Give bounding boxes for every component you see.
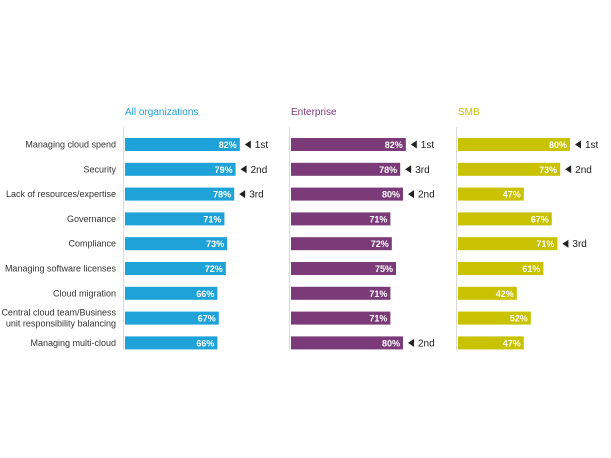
- rank-marker-icon: [408, 190, 414, 199]
- rank-marker-icon: [240, 165, 247, 174]
- bar: [291, 162, 401, 176]
- bar: [291, 336, 403, 350]
- value-label: 80%: [382, 190, 400, 200]
- bar: [458, 187, 524, 201]
- category-label: Compliance: [68, 239, 116, 249]
- bar: [125, 138, 240, 151]
- bar: [125, 212, 225, 226]
- bar: [458, 212, 552, 226]
- bar: [125, 286, 218, 300]
- bar: [458, 138, 570, 151]
- value-label: 73%: [206, 239, 224, 249]
- category-label: Central cloud team/Business: [1, 308, 116, 318]
- value-label: 78%: [213, 190, 231, 200]
- bar: [291, 187, 403, 201]
- category-label: Governance: [67, 214, 116, 224]
- bar: [291, 237, 392, 251]
- panel-axis-line: [456, 127, 457, 350]
- rank-label: 2nd: [251, 165, 268, 176]
- rank-label: 2nd: [418, 338, 435, 349]
- rank-marker-icon: [410, 140, 417, 149]
- category-label: Managing multi-cloud: [30, 338, 116, 348]
- value-label: 71%: [536, 239, 554, 249]
- rank-marker-icon: [562, 239, 569, 248]
- rank-marker-icon: [408, 338, 414, 347]
- value-label: 73%: [539, 165, 557, 175]
- category-label: Managing software licenses: [5, 264, 117, 274]
- series-header: SMB: [458, 107, 480, 118]
- rank-marker-icon: [239, 190, 246, 199]
- bar: [125, 237, 228, 251]
- value-label: 47%: [503, 190, 521, 200]
- rank-label: 3rd: [572, 239, 586, 250]
- value-label: 47%: [503, 338, 521, 348]
- rank-label: 1st: [255, 140, 269, 151]
- bar: [125, 187, 235, 201]
- rank-marker-icon: [244, 140, 251, 149]
- bar: [458, 262, 544, 275]
- category-label: Lack of resources/expertise: [6, 189, 116, 199]
- value-label: 80%: [549, 140, 567, 150]
- category-label: Security: [83, 164, 116, 174]
- rank-marker-icon: [575, 140, 581, 149]
- rank-label: 3rd: [415, 165, 429, 176]
- series-header: All organizations: [125, 107, 198, 118]
- rank-marker-icon: [565, 165, 572, 174]
- value-label: 71%: [369, 314, 387, 324]
- bar: [125, 336, 218, 350]
- bar: [458, 162, 561, 176]
- panel-axis-line: [123, 127, 124, 350]
- bar: [291, 262, 396, 275]
- value-label: 80%: [382, 338, 400, 348]
- value-label: 82%: [219, 140, 237, 150]
- category-label: Managing cloud spend: [25, 140, 116, 150]
- rank-label: 3rd: [249, 190, 263, 201]
- value-label: 71%: [203, 214, 221, 224]
- series-header: Enterprise: [291, 107, 337, 118]
- bar: [291, 138, 406, 151]
- bar: [291, 212, 391, 226]
- value-label: 67%: [531, 214, 549, 224]
- value-label: 72%: [205, 264, 223, 274]
- value-label: 42%: [496, 289, 514, 299]
- value-label: 66%: [196, 338, 214, 348]
- value-label: 79%: [215, 165, 233, 175]
- bar: [458, 336, 524, 350]
- value-label: 61%: [522, 264, 540, 274]
- panel-axis-line: [289, 127, 290, 350]
- value-label: 66%: [196, 289, 214, 299]
- bar: [458, 237, 558, 251]
- category-label: Cloud migration: [53, 288, 116, 298]
- bar: [291, 286, 391, 300]
- category-label: unit responsibility balancing: [6, 319, 116, 329]
- value-label: 52%: [510, 314, 528, 324]
- value-label: 72%: [371, 239, 389, 249]
- bar: [458, 311, 531, 325]
- value-label: 67%: [198, 314, 216, 324]
- bar: [291, 311, 391, 325]
- value-label: 71%: [369, 289, 387, 299]
- value-label: 82%: [385, 140, 403, 150]
- rank-label: 2nd: [418, 190, 435, 201]
- bar: [458, 286, 517, 300]
- bar: [125, 162, 236, 176]
- value-label: 75%: [375, 264, 393, 274]
- bar: [125, 262, 226, 275]
- bar: [125, 311, 219, 325]
- value-label: 71%: [369, 214, 387, 224]
- rank-marker-icon: [405, 165, 412, 174]
- rank-label: 1st: [585, 140, 599, 151]
- rank-label: 1st: [421, 140, 435, 151]
- rank-label: 2nd: [575, 165, 592, 176]
- value-label: 78%: [379, 165, 397, 175]
